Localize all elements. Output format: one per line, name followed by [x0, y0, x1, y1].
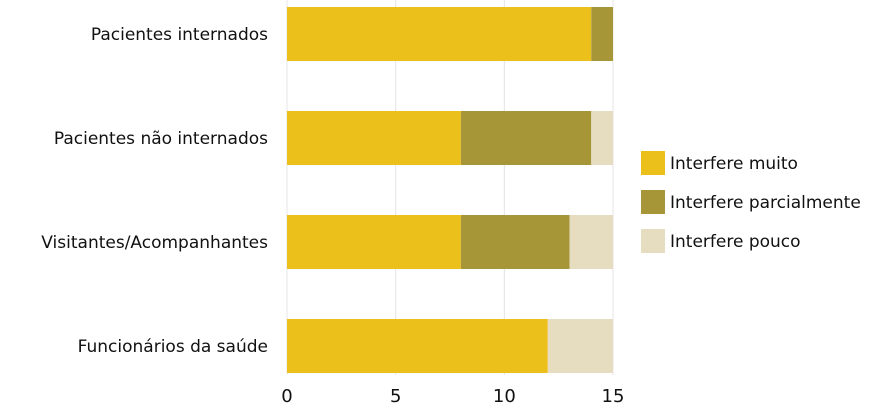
- bar-segment-s0-c2: [287, 215, 461, 269]
- legend: Interfere muito Interfere parcialmente Int…: [641, 151, 861, 253]
- legend-label: Interfere muito: [670, 154, 798, 174]
- category-label: Pacientes internados: [91, 25, 268, 45]
- category-label: Funcionários da saúde: [78, 337, 268, 357]
- legend-swatch: [641, 151, 665, 175]
- category-label: Visitantes/Acompanhantes: [41, 233, 268, 253]
- x-tick-label: 5: [390, 386, 401, 407]
- legend-label: Interfere pouco: [670, 232, 801, 252]
- bar-segment-s1-c1: [460, 111, 592, 165]
- grid-lines: [286, 0, 614, 375]
- x-axis-tick-labels: 0 5 10 15: [281, 386, 624, 407]
- bar-segment-s1-c2: [460, 215, 570, 269]
- bar-segment-s0-c0: [287, 7, 592, 61]
- legend-swatch: [641, 190, 665, 214]
- bars: [287, 7, 613, 373]
- x-tick-label: 0: [281, 386, 292, 407]
- legend-swatch: [641, 229, 665, 253]
- bar-segment-s1-c0: [591, 7, 613, 61]
- category-label: Pacientes não internados: [54, 129, 268, 149]
- bar-segment-s0-c1: [287, 111, 461, 165]
- bar-segment-s2-c3: [547, 319, 613, 373]
- bar-segment-s0-c3: [287, 319, 548, 373]
- bar-segment-s2-c2: [569, 215, 613, 269]
- x-tick-label: 15: [602, 386, 625, 407]
- category-labels: Pacientes internados Pacientes não intern…: [41, 25, 268, 357]
- bar-segment-s2-c1: [591, 111, 613, 165]
- x-tick-label: 10: [493, 386, 516, 407]
- legend-label: Interfere parcialmente: [670, 193, 861, 213]
